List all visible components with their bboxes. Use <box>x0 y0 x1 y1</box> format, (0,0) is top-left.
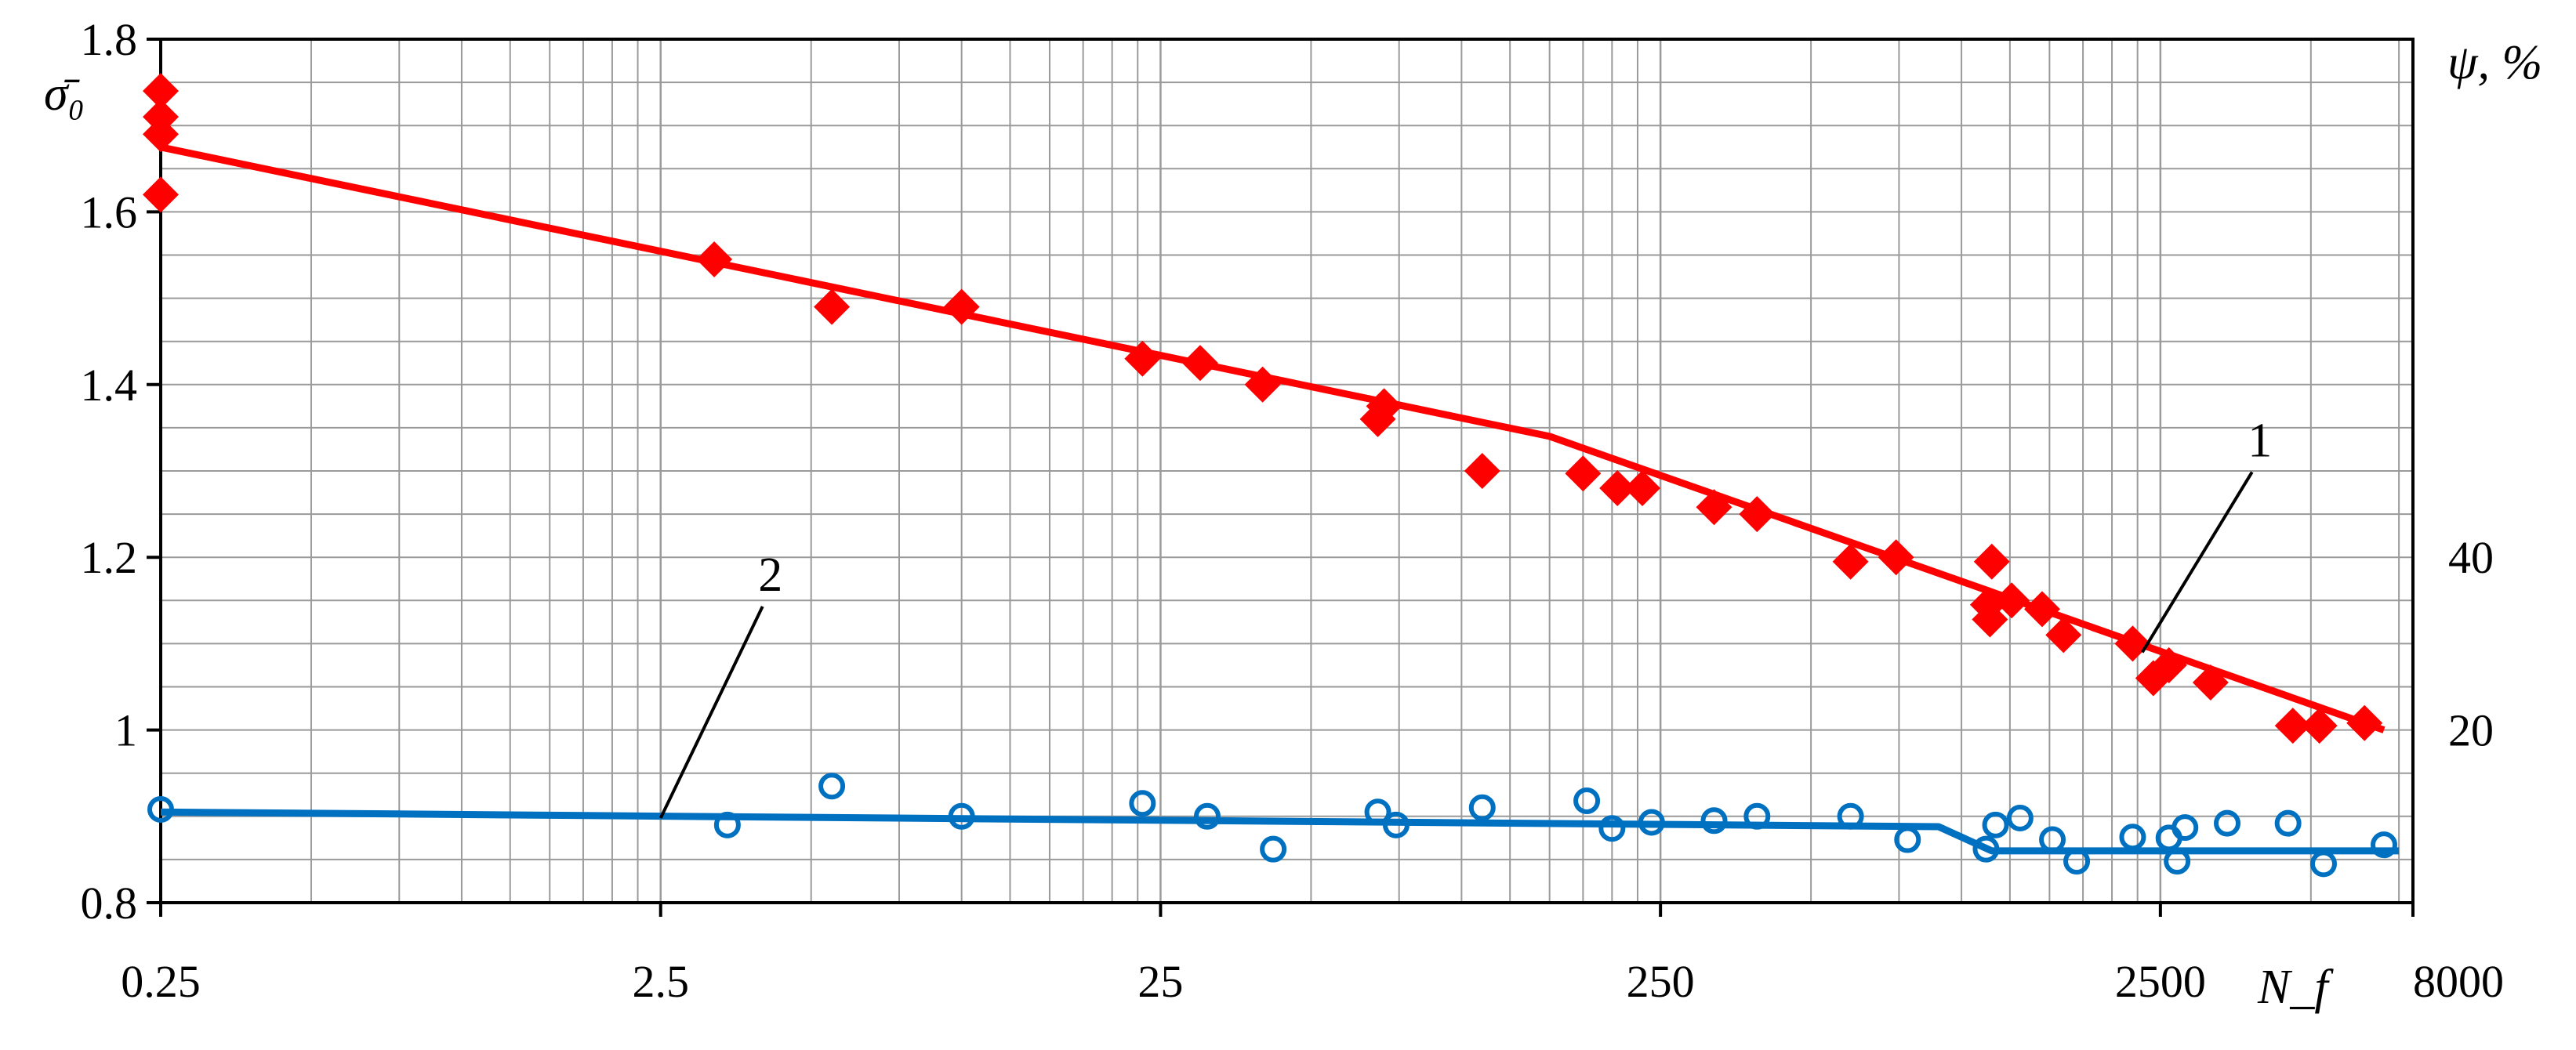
series-1-fit-line <box>160 143 2386 733</box>
series-2-point <box>1972 835 2000 863</box>
series-2-point <box>1194 802 1221 830</box>
series-1-point <box>2346 704 2383 741</box>
series-1-point <box>1624 470 1661 507</box>
tick-labels: 0.25 2.5 25 250 2500 8000 0.8 1 1.2 1.4 1.6 1.8 20 40 <box>81 14 2505 1007</box>
series-2-fit-line <box>160 808 2400 855</box>
series-1-point <box>1599 470 1636 507</box>
series-1-point <box>1244 366 1281 403</box>
series-1-point <box>1696 489 1732 526</box>
y2-tick-label: 20 <box>2448 705 2494 756</box>
series-1-point <box>2023 591 2060 628</box>
series-2-point <box>1743 802 1771 830</box>
series-1-point <box>143 73 179 110</box>
series-1-point <box>2301 708 2338 744</box>
x-tick-label: 250 <box>1627 956 1695 1007</box>
series-1-point <box>696 241 733 278</box>
plot-border <box>159 38 2415 904</box>
series-2-point <box>1638 809 1665 836</box>
series-2-point <box>2274 809 2302 837</box>
series-2-point <box>1382 811 1410 838</box>
y-tick-label: 1.8 <box>81 14 138 65</box>
x-tick-label: 8000 <box>2413 956 2504 1007</box>
series-1-point <box>2274 708 2311 744</box>
series-1-point <box>143 176 179 213</box>
series-1-point <box>143 116 179 153</box>
y-tick-label: 1.2 <box>81 532 138 583</box>
series-2-point <box>2006 805 2034 832</box>
series-2-point <box>2164 848 2191 875</box>
series-1-point <box>1464 453 1500 489</box>
y-tick-label: 1 <box>114 705 137 756</box>
x-tick-label: 0.25 <box>121 956 201 1007</box>
x-tick-label: 25 <box>1137 956 1183 1007</box>
y2-axis-title: ψ, % <box>2447 36 2542 89</box>
y-axis-title: σ̄₀ <box>44 67 85 121</box>
series-1-point <box>943 288 980 325</box>
series-2-point <box>1260 835 1287 863</box>
series-2-point <box>2309 850 2337 878</box>
series-1-point <box>1994 582 2030 619</box>
y-tick-label: 1.6 <box>81 186 138 237</box>
series-1-point <box>1565 455 1602 492</box>
series-2-point <box>1894 826 1921 853</box>
series-1-point <box>814 288 851 325</box>
series-2-point <box>1573 787 1601 814</box>
series-2-point <box>1364 798 1391 826</box>
series-1-point <box>1878 539 1914 576</box>
series-2-point <box>2063 848 2091 875</box>
y-tick-label: 0.8 <box>81 878 138 929</box>
series-2-point <box>1129 790 1156 817</box>
series-2-point <box>2119 824 2146 851</box>
series-2-point <box>1700 807 1728 835</box>
series-1-point <box>1832 543 1869 580</box>
series-1-point <box>2114 625 2151 662</box>
y-tick-label: 1.4 <box>81 360 138 411</box>
series-1-point <box>2045 617 2082 654</box>
annotations: 12 <box>659 414 2272 819</box>
grid <box>161 39 2413 903</box>
y2-tick-label: 40 <box>2448 532 2494 583</box>
series-2-point <box>713 811 741 838</box>
series-1-point <box>1739 496 1776 533</box>
series-2-point <box>1982 811 2009 838</box>
series-2-point <box>1468 794 1496 821</box>
series-2-point <box>1598 815 1626 842</box>
series-2-point <box>2171 814 2199 842</box>
series-1-point <box>1124 340 1161 377</box>
series-2-point <box>1837 802 1864 830</box>
series-lines <box>160 143 2400 855</box>
x-tick-label: 2.5 <box>632 956 689 1007</box>
series-1-point <box>1973 543 2010 580</box>
series-1-point <box>2192 664 2229 701</box>
series-2-point <box>2371 831 2398 859</box>
curve-label-leader <box>659 606 764 819</box>
curve-label-leader <box>2141 471 2254 654</box>
series-1-point <box>2150 646 2187 683</box>
x-tick-label: 2500 <box>2115 956 2206 1007</box>
plot-frame <box>147 38 2415 917</box>
curve-label: 2 <box>758 549 782 602</box>
series-2-point <box>948 802 975 830</box>
series-2-point <box>2039 826 2066 853</box>
series-2-point <box>2214 809 2241 837</box>
series-1-point <box>1181 345 1218 382</box>
series-1-point <box>1972 601 2008 638</box>
curve-label: 1 <box>2248 414 2272 467</box>
series-2-point <box>147 795 174 823</box>
x-axis-title: N_f <box>2257 961 2334 1014</box>
series-1-point <box>1366 388 1402 425</box>
series-markers <box>143 73 2398 878</box>
series-2-point <box>818 773 846 800</box>
